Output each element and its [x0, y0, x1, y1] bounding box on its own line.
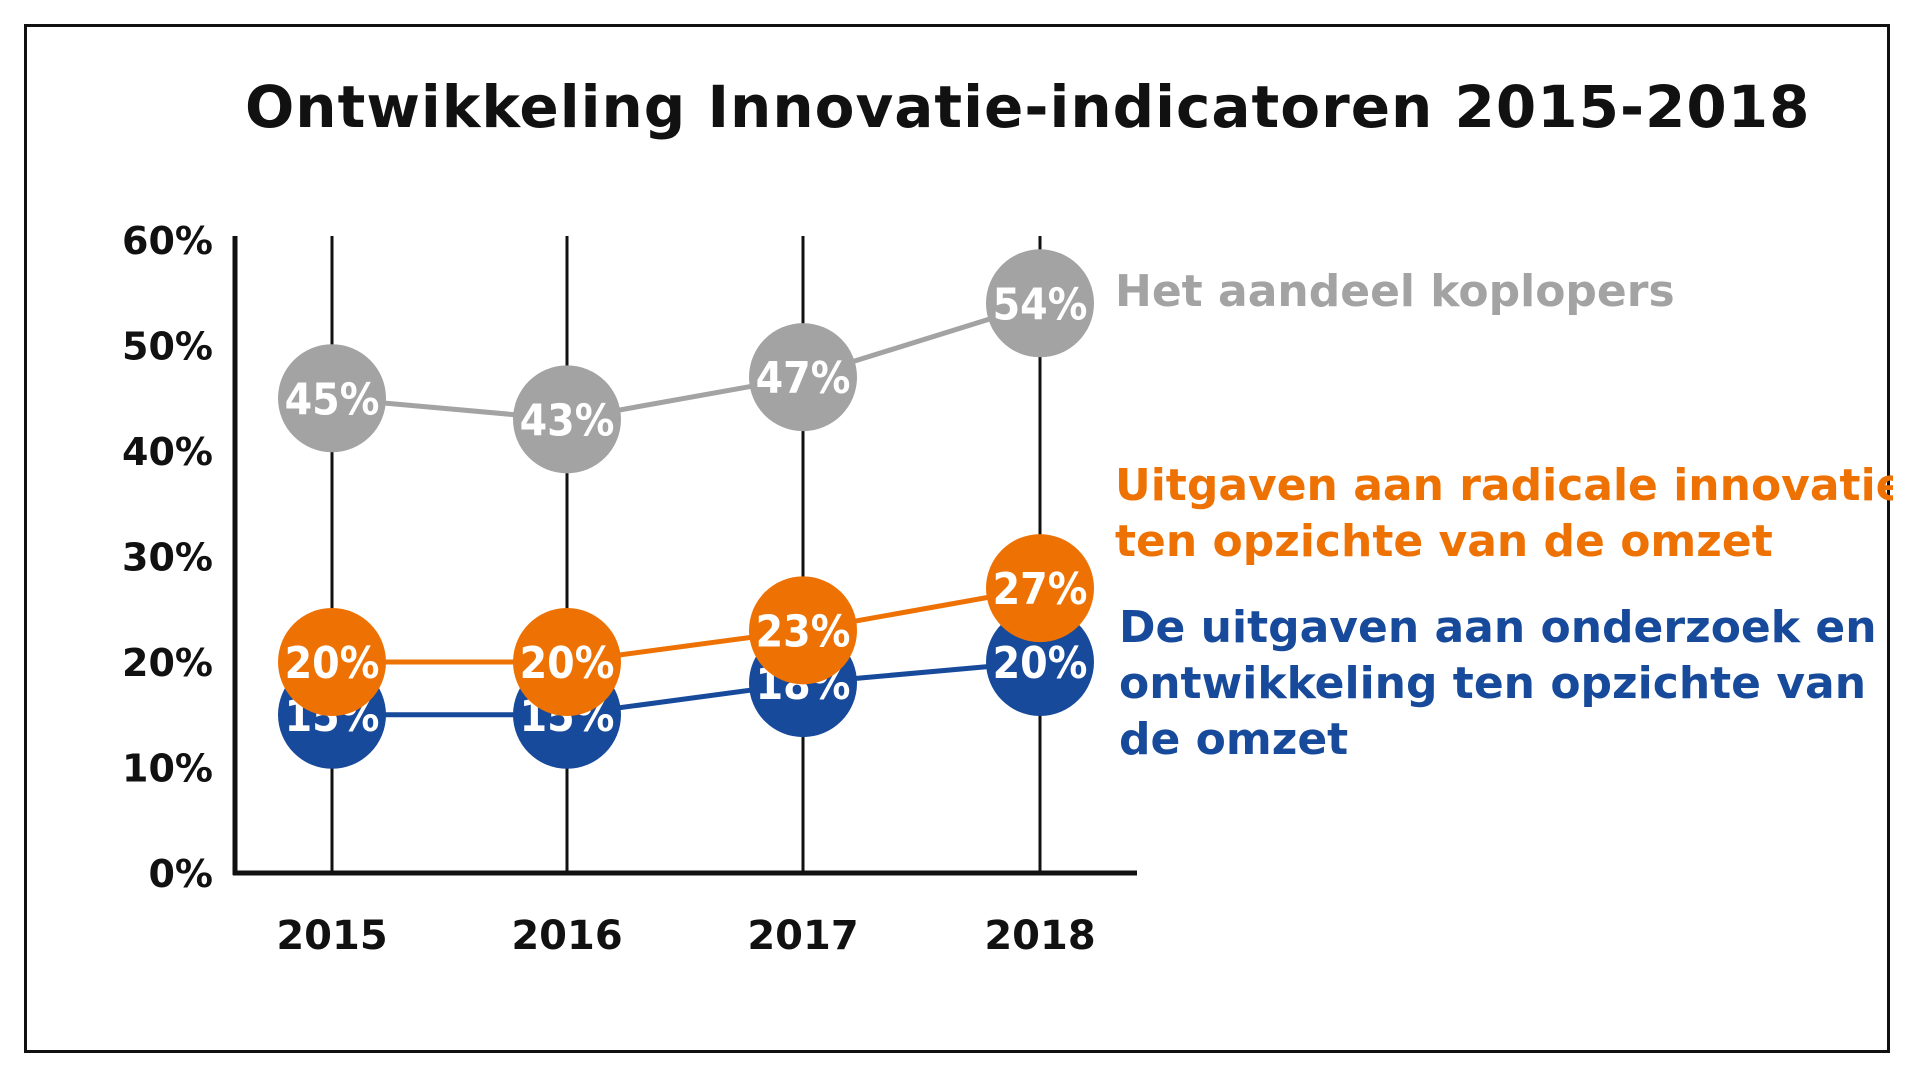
y-tick-label: 40%	[122, 430, 213, 474]
series-line	[331, 300, 1041, 422]
x-tick-label-2018: 2018	[984, 913, 1095, 959]
data-label: 45%	[285, 374, 380, 425]
data-label: 54%	[993, 279, 1088, 330]
series-3: 20% 20% 23% 27%	[278, 534, 1094, 716]
data-label: 47%	[756, 353, 851, 404]
data-point	[278, 608, 386, 716]
series-line	[332, 585, 1041, 665]
x-tick-label-2016: 2016	[511, 913, 622, 959]
x-tick-label-2017: 2017	[747, 913, 858, 959]
data-label: 20%	[993, 638, 1088, 689]
data-label: 27%	[993, 564, 1088, 615]
data-point	[749, 323, 857, 432]
series-1: 45% 43% 47% 54%	[278, 249, 1094, 474]
data-label: 20%	[285, 638, 380, 689]
data-label: 23%	[756, 606, 851, 657]
data-label: 43%	[520, 395, 615, 446]
legend-entry-3: Uitgaven aan radicale innovatie ten opzic…	[1115, 460, 1893, 567]
legend-line: Het aandeel koplopers	[1115, 266, 1675, 317]
y-tick-label: 30%	[122, 536, 213, 580]
legend-line: de omzet	[1119, 714, 1348, 765]
series-line	[332, 659, 1041, 718]
data-label: 20%	[520, 638, 615, 689]
x-tick-label-2015: 2015	[276, 913, 387, 959]
data-point	[986, 608, 1094, 716]
data-point	[749, 576, 857, 685]
data-point	[278, 344, 386, 453]
data-point	[986, 249, 1094, 358]
data-point	[513, 608, 621, 716]
chart-canvas: Ontwikkeling Innovatie-indicatoren 2015-…	[122, 73, 1893, 959]
legend-entry-1: Het aandeel koplopers	[1115, 266, 1675, 317]
data-point	[513, 365, 621, 474]
legend-line: De uitgaven aan onderzoek en	[1119, 602, 1877, 653]
legend-line: Uitgaven aan radicale innovatie	[1115, 460, 1893, 511]
legend-line: ontwikkeling ten opzichte van	[1119, 658, 1866, 709]
y-tick-label: 0%	[148, 852, 213, 896]
y-tick-label: 60%	[122, 219, 213, 263]
series-2: 15% 15%18% 20%	[278, 608, 1094, 769]
legend-entry-2: De uitgaven aan onderzoek en ontwikkeling…	[1119, 602, 1877, 765]
legend-line: ten opzichte van de omzet	[1115, 516, 1773, 567]
y-tick-label: 50%	[122, 325, 213, 369]
y-tick-label: 20%	[122, 641, 213, 685]
chart-frame: Ontwikkeling Innovatie-indicatoren 2015-…	[24, 24, 1893, 1053]
data-point	[986, 534, 1094, 643]
chart-title: Ontwikkeling Innovatie-indicatoren 2015-…	[245, 73, 1810, 141]
y-tick-label: 10%	[122, 747, 213, 791]
